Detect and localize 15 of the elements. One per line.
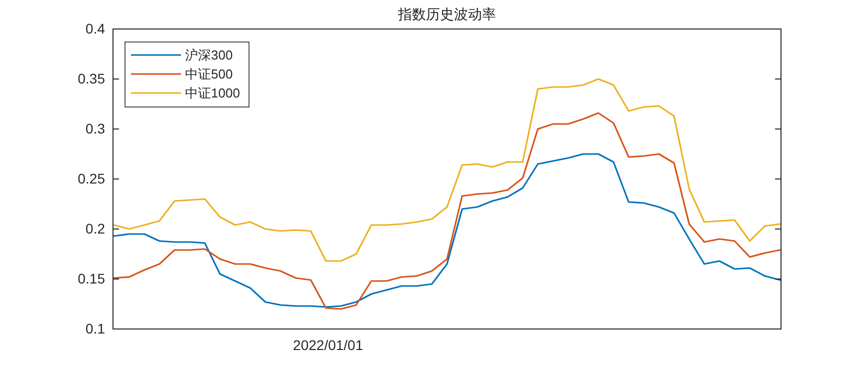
line-series (113, 153, 781, 308)
y-tick-label: 0.3 (86, 120, 106, 136)
y-tick-label: 0.1 (86, 320, 106, 336)
line-series (113, 112, 781, 310)
text: 2022/01/01 (293, 337, 364, 353)
legend-label: 中证500 (185, 66, 233, 82)
y-tick-label: 0.4 (86, 20, 106, 36)
chart-title: 指数历史波动率 (397, 6, 496, 22)
y-tick-label: 0.25 (78, 170, 106, 186)
line-series (113, 78, 781, 262)
legend-label: 中证1000 (185, 86, 240, 101)
y-tick-label: 0.35 (78, 70, 106, 86)
legend-label: 沪深300 (185, 48, 233, 63)
y-tick-label: 0.15 (78, 270, 106, 286)
y-tick-label: 0.2 (86, 220, 106, 236)
